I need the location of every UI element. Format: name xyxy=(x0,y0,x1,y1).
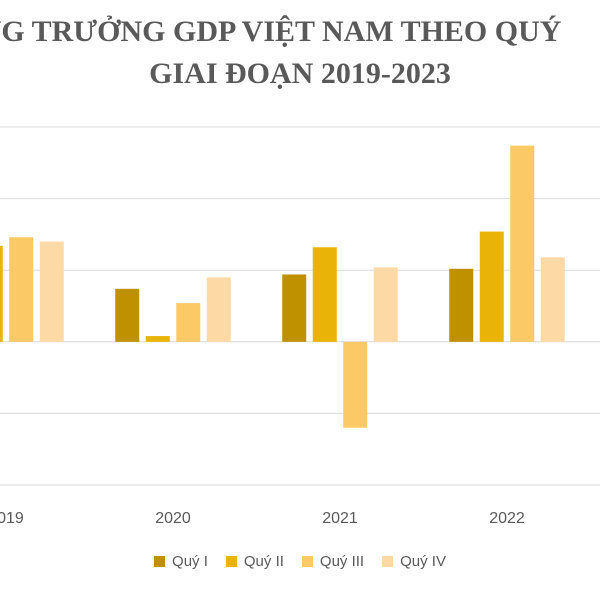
chart-title-line-1: TĂNG TRƯỞNG GDP VIỆT NAM THEO QUÝ xyxy=(0,15,562,48)
bar-2022-series-2 xyxy=(479,231,504,342)
chart-title-line-2: GIAI ĐOẠN 2019-2023 xyxy=(149,57,451,90)
bar-2019-series-3 xyxy=(9,237,34,342)
legend-label: Quý II xyxy=(243,552,284,570)
legend-item: Quý II xyxy=(225,552,284,570)
bar-2021-series-3 xyxy=(343,341,368,428)
legend: Quý I Quý II Quý III Quý IV xyxy=(0,549,600,573)
bar-2019-series-4 xyxy=(39,241,64,342)
x-tick-label: 2019 xyxy=(0,510,24,527)
legend-swatch xyxy=(154,555,166,567)
legend-label: Quý I xyxy=(172,552,208,570)
bar-2019-series-2 xyxy=(0,245,3,342)
bar-2021-series-4 xyxy=(373,267,398,342)
bar-2020-series-1 xyxy=(115,288,140,342)
legend-swatch xyxy=(225,555,237,567)
bars xyxy=(0,145,565,428)
bar-2020-series-2 xyxy=(145,336,170,342)
bar-2020-series-3 xyxy=(176,303,201,342)
chart-title: TĂNG TRƯỞNG GDP VIỆT NAM THEO QUÝ GIAI Đ… xyxy=(0,14,600,114)
bar-2021-series-1 xyxy=(282,274,307,342)
x-axis-tick-labels: 20192020202120222023 xyxy=(0,510,525,527)
bar-2022-series-3 xyxy=(510,145,535,342)
x-tick-label: 2021 xyxy=(322,510,358,527)
x-tick-label: 2020 xyxy=(155,510,191,527)
legend-swatch xyxy=(301,555,313,567)
legend-item: Quý IV xyxy=(382,553,446,570)
bar-2020-series-4 xyxy=(206,277,231,342)
legend-swatch xyxy=(382,555,394,567)
bar-2022-series-1 xyxy=(449,268,474,342)
legend-item: Quý I xyxy=(154,553,208,570)
legend-label: Quý IV xyxy=(400,552,446,570)
legend-item: Quý III xyxy=(301,552,365,570)
bar-2022-series-4 xyxy=(540,257,565,342)
x-tick-label: 2022 xyxy=(489,510,525,527)
bar-2021-series-2 xyxy=(312,247,337,342)
legend-label: Quý III xyxy=(319,552,365,570)
